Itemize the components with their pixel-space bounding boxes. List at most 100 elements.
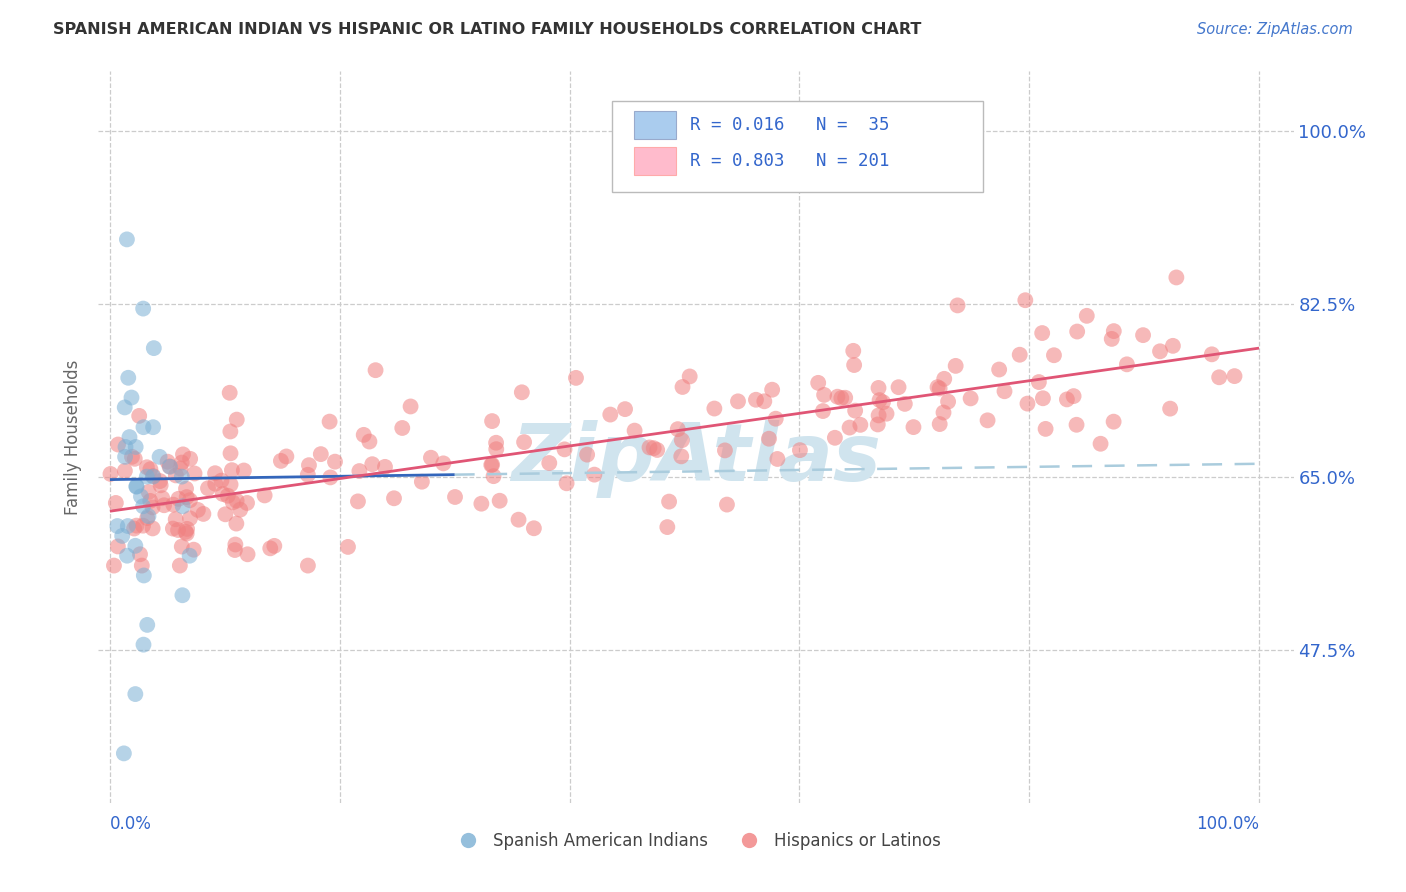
Point xyxy=(927,380,949,394)
Point xyxy=(107,540,129,554)
Point xyxy=(129,489,152,503)
Point xyxy=(716,498,738,512)
Point xyxy=(1223,369,1246,384)
Point xyxy=(156,455,179,469)
Point xyxy=(988,362,1011,376)
Point xyxy=(765,411,787,425)
Point xyxy=(1032,391,1054,405)
Text: ZipAtlas: ZipAtlas xyxy=(510,420,882,498)
Point xyxy=(236,496,259,510)
Point xyxy=(159,459,181,474)
Point xyxy=(125,518,148,533)
Point xyxy=(842,358,865,372)
Point xyxy=(1066,417,1088,432)
Point xyxy=(132,568,155,582)
Point xyxy=(1031,326,1053,340)
Point xyxy=(298,458,321,473)
Point xyxy=(838,420,860,434)
Point xyxy=(318,415,340,429)
Point xyxy=(887,380,910,394)
Point xyxy=(353,428,375,442)
Point xyxy=(167,491,190,506)
Point xyxy=(1132,328,1154,343)
Point xyxy=(623,424,645,438)
Bar xyxy=(634,147,676,175)
Point xyxy=(671,434,693,448)
Point xyxy=(1066,325,1088,339)
Point xyxy=(824,431,846,445)
Point xyxy=(523,521,546,535)
Point xyxy=(176,490,198,504)
Point xyxy=(219,425,242,439)
Point xyxy=(485,435,508,450)
Point xyxy=(482,469,505,483)
Point xyxy=(658,494,681,508)
Point xyxy=(479,458,502,472)
Point xyxy=(599,408,621,422)
Point xyxy=(224,537,246,551)
Point xyxy=(420,450,443,465)
Text: R = 0.016   N =  35: R = 0.016 N = 35 xyxy=(690,116,890,134)
Text: 100.0%: 100.0% xyxy=(1197,814,1258,832)
Point xyxy=(993,384,1015,399)
Point xyxy=(1008,348,1031,362)
Point xyxy=(135,460,157,475)
Point xyxy=(359,434,381,449)
Point xyxy=(928,382,950,396)
Point xyxy=(211,487,233,501)
Point xyxy=(165,468,187,483)
Point xyxy=(276,450,298,464)
Point xyxy=(834,391,856,405)
Point xyxy=(789,443,811,458)
Point xyxy=(121,391,143,405)
Point xyxy=(132,638,155,652)
Point xyxy=(391,421,413,435)
Point xyxy=(513,435,536,450)
Point xyxy=(638,441,661,455)
Point xyxy=(225,493,247,508)
Point xyxy=(236,547,259,561)
Point xyxy=(946,298,969,312)
Point xyxy=(111,529,134,543)
Point xyxy=(868,409,890,423)
Point xyxy=(153,498,176,512)
Point xyxy=(125,479,148,493)
Point xyxy=(150,491,173,506)
Point xyxy=(319,470,342,484)
Point xyxy=(170,540,193,554)
Point xyxy=(211,474,233,488)
Point xyxy=(827,390,849,404)
Point xyxy=(1161,339,1184,353)
Point xyxy=(114,401,136,415)
Point xyxy=(830,391,852,405)
Point xyxy=(671,450,693,464)
Point xyxy=(1090,436,1112,450)
Point xyxy=(176,522,198,536)
Point xyxy=(488,493,510,508)
Point xyxy=(128,409,150,423)
Point xyxy=(259,541,281,556)
Point xyxy=(183,467,205,481)
Point xyxy=(103,558,125,573)
Point xyxy=(1166,270,1188,285)
Point xyxy=(117,371,139,385)
Point xyxy=(117,519,139,533)
Point xyxy=(183,542,205,557)
Point xyxy=(361,457,384,471)
Point xyxy=(645,442,668,457)
Point xyxy=(932,405,955,419)
Point xyxy=(813,388,835,402)
Point xyxy=(869,393,891,408)
Point xyxy=(118,430,141,444)
Point xyxy=(172,588,194,602)
Point xyxy=(204,476,226,491)
Point xyxy=(1028,375,1050,389)
Point xyxy=(555,476,578,491)
Point xyxy=(481,458,503,472)
Point xyxy=(179,549,201,563)
Point xyxy=(1101,332,1123,346)
Point xyxy=(657,520,679,534)
Point xyxy=(122,522,145,536)
Point xyxy=(1063,389,1085,403)
Point xyxy=(761,383,783,397)
